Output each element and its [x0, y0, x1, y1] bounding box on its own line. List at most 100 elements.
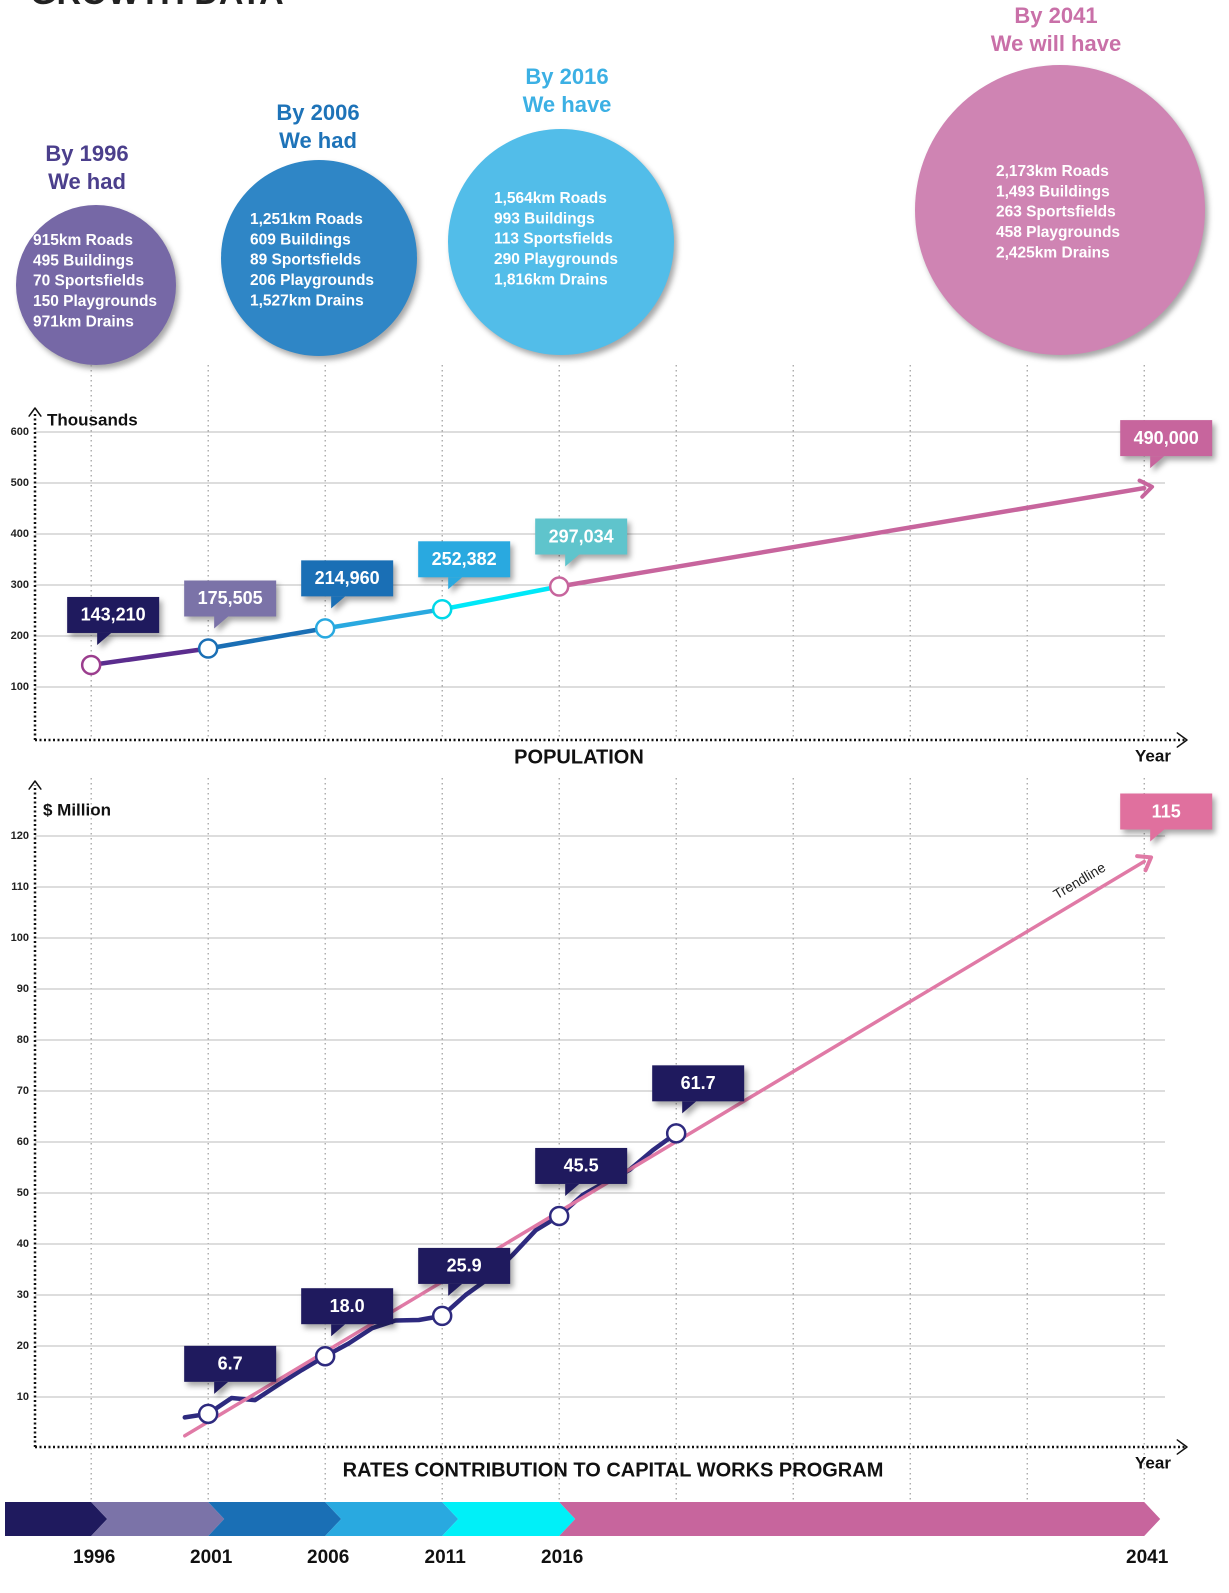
bubble-line: 263 Sportsfields	[996, 204, 1116, 221]
value-label-text: 490,000	[1134, 428, 1199, 448]
line-segment	[556, 485, 1147, 589]
bubble-line: 458 Playgrounds	[996, 224, 1120, 241]
value-label-box	[418, 1247, 511, 1284]
y-tick-label: 50	[17, 1187, 29, 1199]
y-tick-label: 100	[11, 932, 29, 944]
bubble-line: 1,564km Roads	[494, 190, 607, 207]
bubble: By 2041 We will have 2,173km Roads 1,493 Bu…	[915, 3, 1205, 355]
chart-title: RATES CONTRIBUTION TO CAPITAL WORKS PROG…	[343, 1459, 884, 1481]
value-label-tail	[331, 596, 346, 609]
chart-title: POPULATION	[514, 746, 644, 768]
value-label-tail	[331, 1324, 346, 1337]
bubble-line: 1,493 Buildings	[996, 183, 1110, 200]
bubble: By 2016 We have 1,564km Roads 993 Buildings…	[448, 64, 674, 355]
bubble-line: 89 Sportsfields	[250, 252, 361, 269]
bubble-line: 495 Buildings	[33, 252, 134, 269]
arrow-head	[1135, 854, 1154, 873]
value-label-box	[67, 596, 160, 633]
timeline-year: 1996	[73, 1547, 115, 1568]
bubble-heading: By 2006	[276, 100, 359, 125]
value-label-text: 6.7	[218, 1354, 243, 1374]
timeline-year: 2041	[1126, 1547, 1169, 1568]
value-label: 175,505	[184, 580, 277, 629]
page-title: GROWTH DATA	[30, 0, 284, 12]
bubble-heading: By 1996	[45, 141, 128, 166]
y-tick-label: 120	[11, 830, 29, 842]
bubble-circle	[16, 205, 176, 365]
bubble-line: 2,425km Drains	[996, 244, 1110, 261]
value-label-text: 115	[1152, 801, 1181, 821]
value-label-tail	[214, 1381, 229, 1394]
value-label-text: 297,034	[549, 526, 614, 546]
timeline-segment	[442, 1502, 576, 1536]
point-marker	[314, 1345, 336, 1367]
bubble-line: 206 Playgrounds	[250, 272, 374, 289]
value-label-box	[535, 518, 628, 555]
bubble-line: 915km Roads	[33, 232, 133, 249]
point-marker	[665, 1123, 687, 1144]
y-tick-label: 20	[17, 1340, 29, 1352]
y-tick-label: 80	[17, 1034, 29, 1046]
value-label: 61.7	[652, 1065, 745, 1114]
y-axis-label: $ Million	[43, 800, 111, 819]
value-label-text: 18.0	[330, 1296, 365, 1316]
value-label: 115	[1120, 793, 1213, 842]
series-line	[183, 859, 1146, 1438]
bubble-line: 1,251km Roads	[250, 211, 363, 228]
y-tick-label: 110	[11, 881, 29, 893]
bubble-heading: By 2016	[525, 64, 608, 89]
arrow-head	[1176, 1439, 1188, 1455]
value-label-tail	[682, 1101, 697, 1114]
series-line	[182, 1131, 679, 1420]
value-label-tail	[1150, 456, 1165, 469]
series-name: Trendline	[1050, 859, 1108, 903]
value-label: 143,210	[67, 596, 160, 645]
value-label-text: 214,960	[315, 568, 380, 588]
value-label-text: 175,505	[198, 588, 263, 608]
arrow-head	[28, 407, 42, 417]
timeline-year: 2001	[190, 1547, 233, 1568]
value-label: 214,960	[301, 560, 394, 609]
y-tick-label: 40	[17, 1238, 29, 1250]
value-label-box	[535, 1147, 628, 1184]
value-label-text: 252,382	[432, 549, 497, 569]
bubble: By 2006 We had 1,251km Roads 609 Buildings 8…	[221, 100, 417, 356]
value-label: 18.0	[301, 1288, 394, 1337]
bubble-line: 1,816km Drains	[494, 271, 608, 288]
value-label-tail	[565, 1183, 580, 1196]
value-label-tail	[565, 554, 580, 567]
bubble-line: 2,173km Roads	[996, 163, 1109, 180]
y-tick-label: 60	[17, 1136, 29, 1148]
value-label-text: 61.7	[681, 1073, 716, 1093]
y-tick-label: 10	[17, 1391, 29, 1403]
arrow-head	[28, 780, 42, 790]
line-segment	[322, 607, 445, 631]
y-tick-label: 70	[17, 1085, 29, 1097]
value-label-box	[1120, 793, 1213, 830]
timeline-segment	[559, 1502, 1161, 1536]
value-label-box	[1120, 420, 1213, 457]
bubble-heading: We have	[523, 92, 612, 117]
value-label-tail	[448, 577, 463, 590]
value-label-tail	[448, 1283, 463, 1296]
bubble-line: 993 Buildings	[494, 210, 595, 227]
x-axis-label: Year	[1135, 1453, 1171, 1472]
arrow-head	[1176, 732, 1188, 748]
point-marker	[431, 599, 453, 620]
point-marker	[548, 1205, 570, 1227]
y-tick-label: 400	[11, 528, 29, 540]
y-tick-label: 30	[17, 1289, 29, 1301]
timeline-segment	[5, 1502, 108, 1536]
y-tick-label: 300	[11, 579, 29, 591]
value-label: 45.5	[535, 1147, 628, 1196]
bubble-heading: We had	[48, 169, 126, 194]
value-label-box	[301, 1288, 394, 1325]
timeline-segment	[91, 1502, 225, 1536]
bubble-circle	[448, 129, 674, 355]
line-segment	[205, 626, 328, 651]
value-label-tail	[1150, 829, 1165, 842]
bubble-line: 609 Buildings	[250, 231, 351, 248]
bubble: By 1996 We had 915km Roads 495 Buildings 70 …	[16, 141, 176, 365]
